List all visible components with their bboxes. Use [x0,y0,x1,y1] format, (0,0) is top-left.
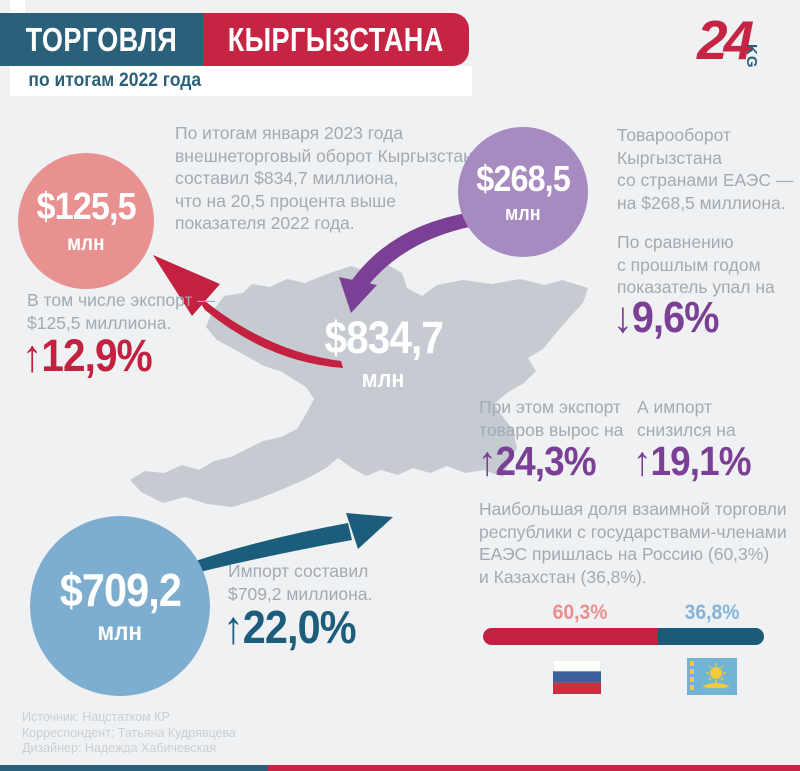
russia-bar-segment [483,628,658,645]
text-line: Импорт составил [228,561,369,581]
header-title-right: КЫРГЫЗСТАНА [227,20,444,58]
header-title-right-box: КЫРГЫЗСТАНА [203,13,469,66]
header-notch [10,0,25,13]
credit-source: Источник: Нацстатком КР [22,710,170,724]
export-circle: $125,5 млн [18,153,154,289]
text-line: Кыргызстана [617,147,722,168]
eaeu-circle-amount: $268,5 [476,157,571,199]
eaeu-compare-text: По сравнению с прошлым годом показатель … [617,231,775,299]
import-note: Импорт составил $709,2 миллиона. [228,560,372,605]
export-percent: ↑12,9% [22,330,153,381]
total-unit: млн [361,366,405,393]
eaeu-import-percent: ↑19,1% [633,438,752,484]
text-line: показатель упал на [617,277,775,297]
text-line: По сравнению [617,232,734,252]
text-line: республики с государствами-членами [479,521,787,542]
header-title-left: ТОРГОВЛЯ [25,20,178,58]
total-turnover-label: $834,7 млн [318,315,448,392]
export-circle-amount: $125,5 [36,186,136,228]
header-title-left-box: ТОРГОВЛЯ [0,13,203,66]
text-line: со странами ЕАЭС — [617,170,794,190]
text-line: ЕАЭС пришлась на Россию (60,3%) [479,544,770,564]
russia-share-label: 60,3% [552,601,608,624]
text-line: что на 20,5 процента выше [175,190,396,211]
eaeu-circle-unit: млн [505,202,541,225]
eaeu-percent: ↓9,6% [613,293,719,342]
credit-designer: Дизайнер: Надежда Хабичевская [22,741,217,755]
eaeu-export-note: При этом экспорт товаров вырос на [479,396,623,441]
text-line: на $268,5 миллиона. [617,192,786,213]
eaeu-share-paragraph: Наибольшая доля взаимной торговли респуб… [479,498,787,588]
text-line: с прошлым годом [617,254,761,275]
ru-kz-bar [483,628,764,645]
text-line: внешнеторговый оборот Кыргызстана [175,145,483,166]
kazakhstan-bar-segment [657,628,764,645]
text-line: снизился на [637,419,736,440]
eaeu-turnover-text: Товарооборот Кыргызстана со странами ЕАЭ… [617,124,793,214]
eaeu-export-percent: ↑24,3% [478,438,597,484]
credit-correspondent: Корреспондент: Татьяна Кудрявцева [22,725,236,740]
text-line: составил $834,7 миллиона, [175,168,399,188]
russia-flag-icon [553,660,601,694]
text-line: показателя 2022 года. [175,213,355,233]
text-line: Товарооборот [617,125,731,145]
text-line: По итогам января 2023 года [175,123,404,143]
kazakhstan-share-label: 36,8% [684,601,740,624]
eaeu-circle: $268,5 млн [458,127,588,257]
brand-logo-24: 24 [697,9,754,71]
import-circle-amount: $709,2 [59,564,181,616]
text-line: В том числе экспорт — [27,290,215,310]
text-line: А импорт [637,397,712,417]
footer-bar-blue [0,765,268,771]
import-circle: $709,2 млн [30,516,210,696]
export-circle-unit: млн [67,232,105,255]
credits: Источник: Нацстатком КР Корреспондент: Т… [22,710,236,757]
import-percent: ↑22,0% [223,601,357,653]
header-subtitle-band: по итогам 2022 года [10,66,472,96]
text-line: и Казахстан (36,8%). [479,566,647,587]
brand-logo-kg: KG [743,44,760,69]
header-subtitle: по итогам 2022 года [28,70,202,91]
eaeu-import-note: А импорт снизился на [637,396,736,441]
intro-paragraph: По итогам января 2023 года внешнеторговы… [175,122,483,235]
kazakhstan-flag-icon [687,658,737,695]
export-note: В том числе экспорт — $125,5 миллиона. [27,289,215,334]
import-circle-unit: млн [97,618,143,646]
text-line: Наибольшая доля взаимной торговли [479,499,787,519]
text-line: При этом экспорт [479,397,622,417]
total-amount: $834,7 [324,312,444,363]
footer-bar-red [268,765,800,771]
text-line: $709,2 миллиона. [228,583,373,604]
